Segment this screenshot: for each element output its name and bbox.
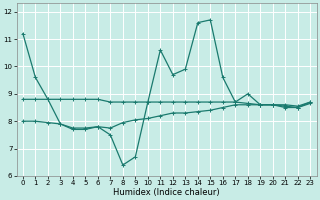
X-axis label: Humidex (Indice chaleur): Humidex (Indice chaleur) <box>113 188 220 197</box>
